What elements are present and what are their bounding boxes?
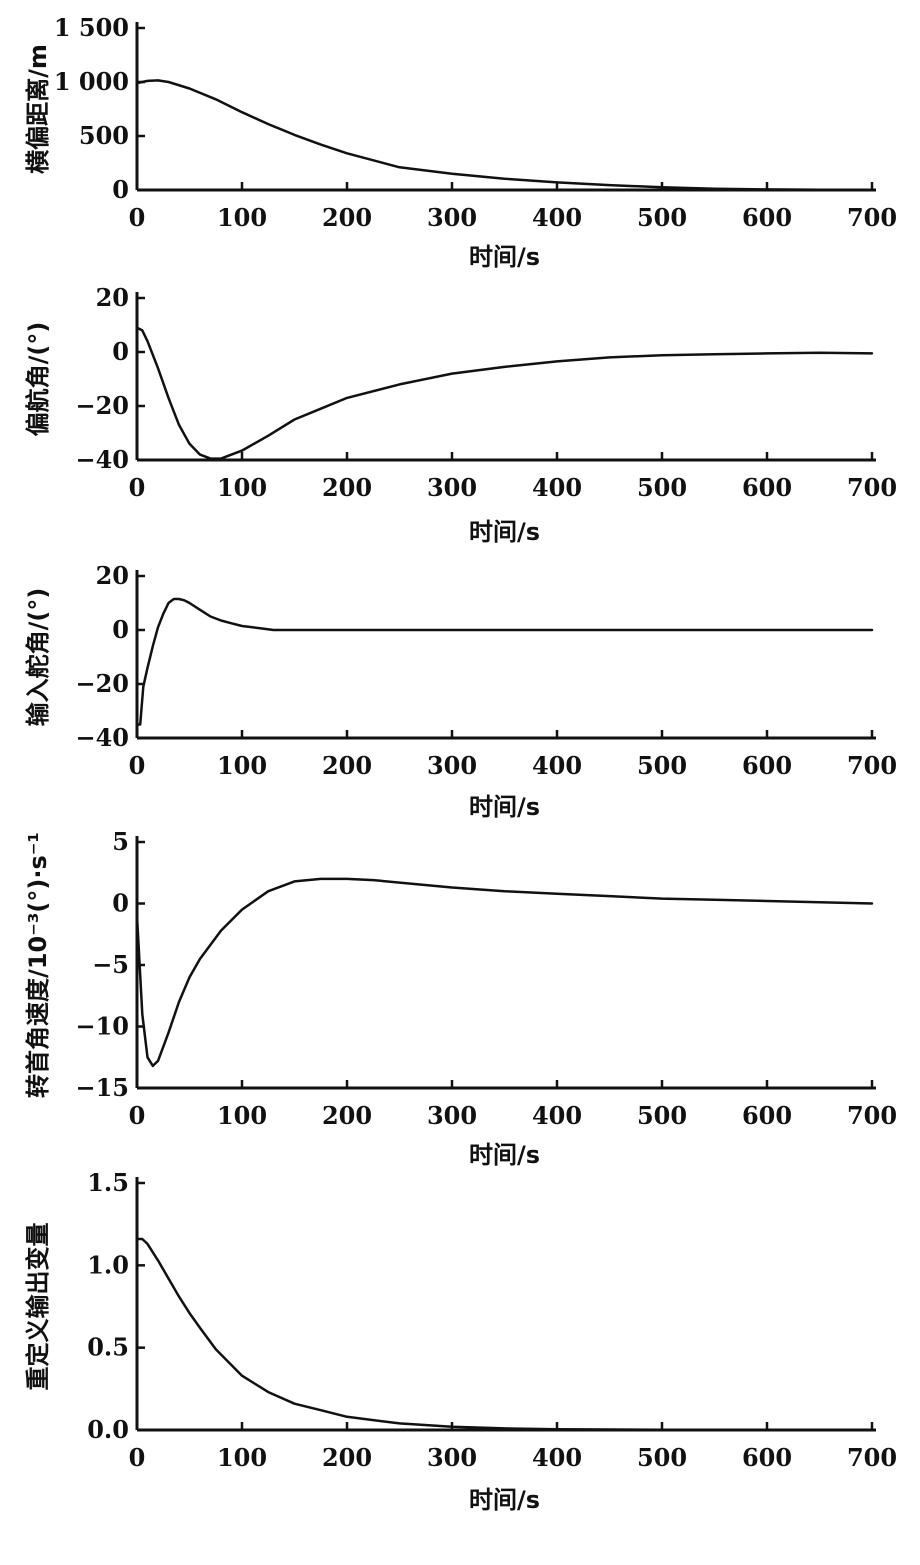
- x-tick-label: 400: [532, 1101, 582, 1130]
- x-tick-label: 600: [742, 203, 792, 232]
- x-tick-label: 700: [847, 1443, 897, 1472]
- series-line-1: [135, 79, 874, 192]
- x-axis-label: 时间/s: [469, 793, 540, 821]
- x-tick-label: 200: [322, 1101, 372, 1130]
- y-tick-label: 500: [79, 121, 129, 150]
- x-tick-label: 700: [847, 473, 897, 502]
- x-tick-label: 200: [322, 751, 372, 780]
- y-tick-label: 1.0: [87, 1250, 129, 1279]
- x-tick-label: 300: [427, 473, 477, 502]
- x-tick-label: 400: [532, 473, 582, 502]
- x-tick-label: 500: [637, 473, 687, 502]
- x-tick-label: 0: [129, 473, 146, 502]
- y-axis-label: 横偏距离/m: [24, 44, 52, 174]
- y-axis-label: 转首角速度/10⁻³(°)·s⁻¹: [24, 832, 52, 1098]
- x-tick-label: 500: [637, 203, 687, 232]
- x-tick-label: 0: [129, 1101, 146, 1130]
- chart-panel-3: 0 100 200 300 400 500 600 700 −40 −20 0 20 时间/s 输入舵角/…: [24, 561, 897, 821]
- y-tick-label: 5: [112, 827, 129, 856]
- x-tick-label: 700: [847, 1101, 897, 1130]
- x-tick-label: 100: [217, 751, 267, 780]
- x-tick-label: 200: [322, 473, 372, 502]
- x-tick-label: 0: [129, 1443, 146, 1472]
- series-line-1: [135, 877, 874, 1068]
- x-axis-label: 时间/s: [469, 1486, 540, 1514]
- x-tick-label: 200: [322, 203, 372, 232]
- x-axis-label: 时间/s: [469, 518, 540, 546]
- x-tick-label: 700: [847, 203, 897, 232]
- x-tick-label: 600: [742, 1101, 792, 1130]
- x-tick-label: 600: [742, 473, 792, 502]
- y-axis-label: 偏航角/(°): [24, 322, 52, 437]
- x-tick-label: 0: [129, 751, 146, 780]
- y-tick-label: 0.5: [87, 1333, 129, 1362]
- y-tick-label: 1.5: [87, 1168, 129, 1197]
- y-tick-label: 0.0: [87, 1415, 129, 1444]
- x-tick-label: 300: [427, 751, 477, 780]
- x-tick-label: 600: [742, 751, 792, 780]
- x-tick-label: 100: [217, 473, 267, 502]
- y-tick-label: −5: [92, 950, 129, 979]
- y-tick-label: −15: [75, 1073, 129, 1102]
- y-tick-label: 1 000: [54, 67, 129, 96]
- chart-panel-4: 0 100 200 300 400 500 600 700 −15 −10 −5 0 5 时间/s 转首角速…: [24, 827, 897, 1169]
- x-tick-label: 500: [637, 1443, 687, 1472]
- x-tick-label: 500: [637, 751, 687, 780]
- y-tick-label: −40: [75, 723, 129, 752]
- x-tick-label: 500: [637, 1101, 687, 1130]
- x-tick-label: 300: [427, 1101, 477, 1130]
- chart-panel-1: 0 100 200 300 400 500 600 700 0 500 1 000 1 500 时间/s…: [24, 13, 897, 271]
- x-axis-label: 时间/s: [469, 1141, 540, 1169]
- y-tick-label: −10: [75, 1012, 129, 1041]
- chart-panel-5: 0 100 200 300 400 500 600 700 0.0 0.5 1.0 1.5 时间/s 重定…: [24, 1168, 897, 1514]
- x-tick-label: 100: [217, 203, 267, 232]
- y-axis-label: 重定义输出变量: [24, 1223, 52, 1391]
- x-tick-label: 700: [847, 751, 897, 780]
- y-tick-label: 0: [112, 889, 129, 918]
- x-tick-label: 300: [427, 203, 477, 232]
- x-tick-label: 400: [532, 1443, 582, 1472]
- y-tick-label: −40: [75, 445, 129, 474]
- series-line-1: [135, 597, 874, 726]
- y-tick-label: 20: [96, 283, 129, 312]
- chart-panel-2: 0 100 200 300 400 500 600 700 −40 −20 0 20 时间/s 偏航角/(…: [24, 283, 897, 546]
- x-tick-label: 100: [217, 1443, 267, 1472]
- y-tick-label: 0: [112, 337, 129, 366]
- y-axis-label: 输入舵角/(°): [24, 588, 52, 727]
- x-tick-label: 400: [532, 203, 582, 232]
- y-tick-label: 0: [112, 175, 129, 204]
- x-axis-label: 时间/s: [469, 243, 540, 271]
- x-tick-label: 400: [532, 751, 582, 780]
- x-tick-label: 100: [217, 1101, 267, 1130]
- series-line-1: [135, 1237, 874, 1432]
- x-tick-label: 600: [742, 1443, 792, 1472]
- y-tick-label: −20: [75, 669, 129, 698]
- x-tick-label: 0: [129, 203, 146, 232]
- series-line-1: [135, 326, 874, 460]
- x-tick-label: 200: [322, 1443, 372, 1472]
- y-tick-label: 20: [96, 561, 129, 590]
- y-tick-label: 0: [112, 615, 129, 644]
- y-tick-label: −20: [75, 391, 129, 420]
- x-tick-label: 300: [427, 1443, 477, 1472]
- y-tick-label: 1 500: [54, 13, 129, 42]
